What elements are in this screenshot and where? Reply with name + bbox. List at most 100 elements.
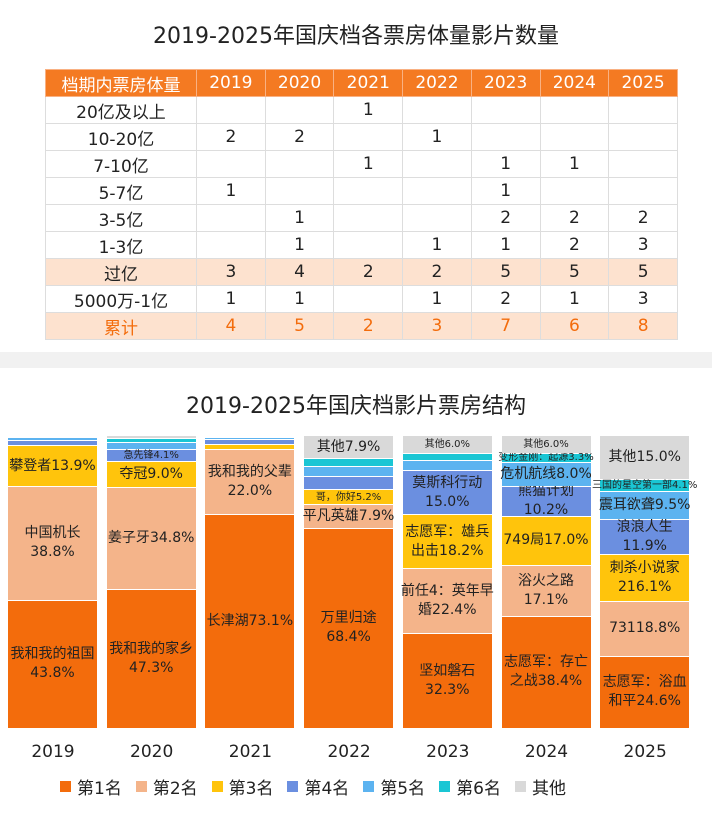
data-label: 三国的星空第一部4.1% [592,480,697,491]
table-row: 5000万-1亿 1 1 1 2 1 3 [45,285,678,313]
value-label: 34.8% [149,530,195,547]
table-cell: 5 [264,312,335,340]
value-label: 73.1% [248,612,294,629]
data-label: 哥，你好5.2% [300,490,397,504]
table-cell: 4 [196,312,266,340]
film-name: 急先锋 [123,450,154,462]
value-label: 18.2% [439,542,484,559]
film-name: 万里归途 [320,610,377,627]
legend-swatch [363,781,375,792]
film-name: 中国机长 [24,525,81,542]
data-label: 我和我的父辈 22.0% [201,450,298,513]
film-name: 志愿军：浴血和平 [602,674,687,710]
data-label: 夺冠9.0% [103,462,200,487]
bar-segment [106,441,196,450]
value-label: 22.4% [432,602,477,619]
x-tick-label: 2020 [130,742,174,762]
value-label: 16.1% [626,578,672,595]
film-name: 志愿军：存亡之战 [504,654,588,690]
label-text: 73118.8% [609,619,680,638]
bar-segment: 73118.8% [600,600,690,656]
data-label: 我和我的家乡 47.3% [103,590,200,728]
label-text: 749局17.0% [503,531,588,550]
value-label: 38.8% [30,544,75,561]
table-cell [333,123,404,151]
legend-label: 第3名 [228,779,274,799]
bar-segment [8,437,97,441]
film-name: 变形金刚：起源 [498,452,569,464]
bar-segment [106,437,196,442]
data-label: 其他7.9% [300,436,397,458]
table-row: 1-3亿 1 1 1 2 3 [45,231,678,259]
bar-segment: 我和我的家乡 47.3% [106,589,196,728]
value-label: 24.6% [636,693,681,710]
table-cell [402,96,472,124]
table-cell [539,177,610,205]
bar-segment [205,434,295,436]
label-text: 志愿军：存亡之战38.4% [498,653,595,691]
table-cell: 1 [402,231,472,259]
table-cell: 2 [608,204,678,232]
label-text: 其他7.9% [317,438,381,457]
table-cell [264,150,335,178]
data-label: 志愿军：存亡之战38.4% [498,617,595,729]
legend-item: 第5名 [363,774,425,799]
label-text: 夺冠9.0% [119,465,183,484]
label-text: 其他15.0% [608,448,680,467]
data-label: 莫斯科行动 15.0% [399,471,496,514]
value-label: 22.0% [227,483,273,500]
value-label: 4.1% [153,450,179,462]
table-cell: 2 [196,123,266,151]
value-label: 7.9% [344,438,381,455]
label-text: 其他6.0% [425,439,470,450]
table-cell [608,177,678,205]
data-label: 危机航线8.0% [498,463,595,485]
bar-segment: 攀登者13.9% [8,445,97,486]
value-label: 9.0% [147,466,183,483]
film-name: 其他 [424,438,445,450]
bar-segment: 姜子牙34.8% [106,487,196,590]
film-name: 749局 [503,532,545,549]
label-text: 长津湖73.1% [207,612,293,631]
table-cell: 过亿 [45,258,197,286]
legend: 第1名 第2名 第3名 第4名 第5名 第6名 其他 [60,774,580,799]
value-label: 6.0% [543,438,569,450]
table-cell: 1 [264,285,335,313]
table-cell: 8 [608,312,678,340]
bar-segment [304,466,394,477]
legend-item: 第1名 [60,774,122,799]
data-label: 长津湖73.1% [201,515,298,728]
value-label: 18.8% [635,620,681,637]
table-cell: 5000万-1亿 [45,285,197,313]
table-cell: 2 [402,258,472,286]
legend-label: 第1名 [77,779,122,799]
data-label: 姜子牙34.8% [103,488,200,589]
table-cell [196,150,266,178]
label-text: 万里归途 68.4% [300,609,397,647]
bar-segment: 中国机长 38.8% [8,486,97,600]
film-name: 我和我的祖国 [10,646,95,663]
bar-segment: 震耳欲聋9.5% [599,490,691,519]
chart-panel: 2019-2025年国庆档影片票房结构 我和我的祖国 43.8% 中国机长 38.8%… [0,368,712,820]
table-cell: 6 [539,312,610,340]
table-cell: 1 [470,150,541,178]
film-name: 我和我的父辈 [207,464,292,481]
table-cell: 2 [333,258,404,286]
value-label: 43.8% [30,665,75,682]
value-label: 15.0% [425,493,470,510]
x-tick-label: 2019 [31,742,75,762]
bar-segment: 浴火之路 17.1% [501,565,591,616]
table-cell [196,231,266,259]
film-name: 哥，你好 [315,491,356,503]
value-label: 9.5% [654,496,691,513]
data-label: 浴火之路 17.1% [498,566,595,615]
data-label: 攀登者13.9% [4,446,101,486]
label-text: 急先锋4.1% [123,450,178,461]
value-label: 47.3% [128,660,174,677]
table-cell: 3-5亿 [45,204,197,232]
header-cell: 2019 [196,69,266,97]
table-cell: 1 [539,285,610,313]
label-text: 志愿军：雄兵出击18.2% [399,523,496,561]
bar-segment [402,460,492,471]
table-cell: 2 [539,204,610,232]
